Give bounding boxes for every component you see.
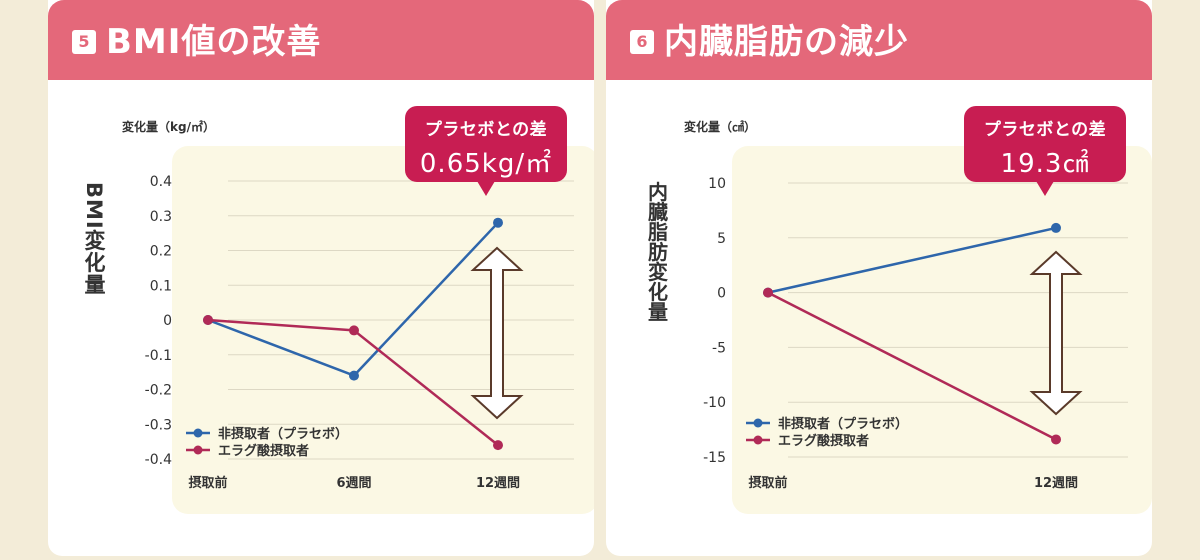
- visceral-fat-callout-value: 19.3㎠: [1000, 149, 1090, 179]
- visceral-fat-y-tick-label: -5: [712, 340, 726, 356]
- visceral-fat-line-chart: 10 5 0 -5 -10 -15 摂取前 12週間 非摂取者（プラセボ）エラグ酸摂取者: [703, 146, 1152, 514]
- bmi-x-tick-label: 6週間: [336, 476, 371, 491]
- visceral-fat-callout-pointer: [1036, 181, 1054, 196]
- bmi-legend-label: エラグ酸摂取者: [218, 443, 309, 459]
- bmi-data-point: [349, 370, 359, 381]
- visceral-fat-plot-area: [732, 146, 1152, 514]
- visceral-fat-legend-marker: [753, 418, 763, 428]
- bmi-difference-arrow: [470, 246, 524, 420]
- visceral-fat-callout-label: プラセボとの差: [983, 120, 1107, 140]
- bmi-x-tick-label: 摂取前: [188, 475, 227, 491]
- visceral-fat-difference-callout: プラセボとの差 19.3㎠: [964, 106, 1126, 196]
- visceral-fat-x-tick-label: 12週間: [1034, 476, 1078, 491]
- visceral-fat-y-tick-label: -15: [703, 450, 726, 466]
- visceral-fat-series-line-0: [767, 226, 1057, 294]
- bmi-y-axis-title: BMI変化量: [82, 182, 106, 296]
- visceral-fat-legend-label: エラグ酸摂取者: [778, 433, 869, 449]
- bmi-line-chart: 0.4 0.3 0.2 0.1 0 -0.1 -0.2 -0.3 -0.4 摂取前 6週間 12週間 非…: [145, 146, 594, 514]
- visceral-fat-data-point: [763, 287, 773, 298]
- visceral-fat-y-tick-label: 5: [717, 231, 726, 247]
- bmi-panel-number-badge: 5: [72, 30, 96, 54]
- bmi-callout-pointer: [477, 181, 495, 196]
- bmi-data-point: [203, 315, 213, 325]
- bmi-y-tick-label: 0.2: [150, 244, 172, 260]
- visceral-fat-data-point: [1051, 434, 1061, 445]
- visceral-fat-panel-header: 6 内臓脂肪の減少: [606, 0, 1152, 80]
- bmi-data-point: [493, 217, 503, 228]
- bmi-y-tick-label: 0.3: [150, 209, 172, 225]
- visceral-fat-difference-arrow: [1029, 250, 1083, 416]
- visceral-fat-panel: 6 内臓脂肪の減少 変化量（㎠） 内臓脂肪変化量 10 5 0 -5 -10 -15 摂取前…: [606, 0, 1152, 556]
- visceral-fat-data-point: [1051, 222, 1061, 233]
- visceral-fat-series-line-1: [767, 291, 1057, 441]
- bmi-panel: 5 BMI値の改善 変化量（kg/㎡） BMI変化量 0.4 0.3 0.2 0.1 0…: [48, 0, 594, 556]
- visceral-fat-unit-label: 変化量（㎠）: [684, 120, 757, 134]
- bmi-panel-header: 5 BMI値の改善: [48, 0, 594, 80]
- bmi-legend-label: 非摂取者（プラセボ）: [218, 426, 348, 442]
- bmi-y-tick-label: 0: [163, 313, 172, 329]
- bmi-legend-marker: [193, 445, 203, 455]
- visceral-fat-panel-title: 内臓脂肪の減少: [664, 22, 909, 62]
- bmi-y-tick-label: -0.1: [145, 348, 172, 364]
- bmi-y-tick-label: -0.2: [145, 383, 172, 399]
- visceral-fat-y-axis-title: 内臓脂肪変化量: [648, 180, 668, 324]
- visceral-fat-x-tick-label: 摂取前: [748, 475, 787, 491]
- bmi-y-tick-label: -0.3: [145, 417, 172, 433]
- visceral-fat-y-tick-label: -10: [703, 395, 726, 411]
- bmi-y-tick-label: -0.4: [145, 452, 172, 468]
- bmi-callout-value: 0.65kg/㎡: [419, 149, 553, 179]
- bmi-panel-title: BMI値の改善: [106, 22, 322, 62]
- bmi-callout-label: プラセボとの差: [424, 120, 548, 140]
- bmi-y-tick-label: 0.1: [150, 278, 172, 294]
- bmi-x-tick-label: 12週間: [476, 476, 520, 491]
- bmi-data-point: [493, 440, 503, 451]
- bmi-unit-label: 変化量（kg/㎡）: [122, 120, 215, 134]
- visceral-fat-y-tick-label: 10: [708, 176, 726, 192]
- visceral-fat-panel-number-badge: 6: [630, 30, 654, 54]
- bmi-data-point: [349, 325, 359, 336]
- visceral-fat-legend-marker: [753, 435, 763, 445]
- bmi-y-tick-label: 0.4: [150, 174, 172, 190]
- bmi-plot-area: [172, 146, 594, 514]
- visceral-fat-y-tick-label: 0: [717, 286, 726, 302]
- bmi-difference-callout: プラセボとの差 0.65kg/㎡: [405, 106, 567, 196]
- visceral-fat-legend-label: 非摂取者（プラセボ）: [778, 416, 908, 432]
- bmi-legend-marker: [193, 428, 203, 438]
